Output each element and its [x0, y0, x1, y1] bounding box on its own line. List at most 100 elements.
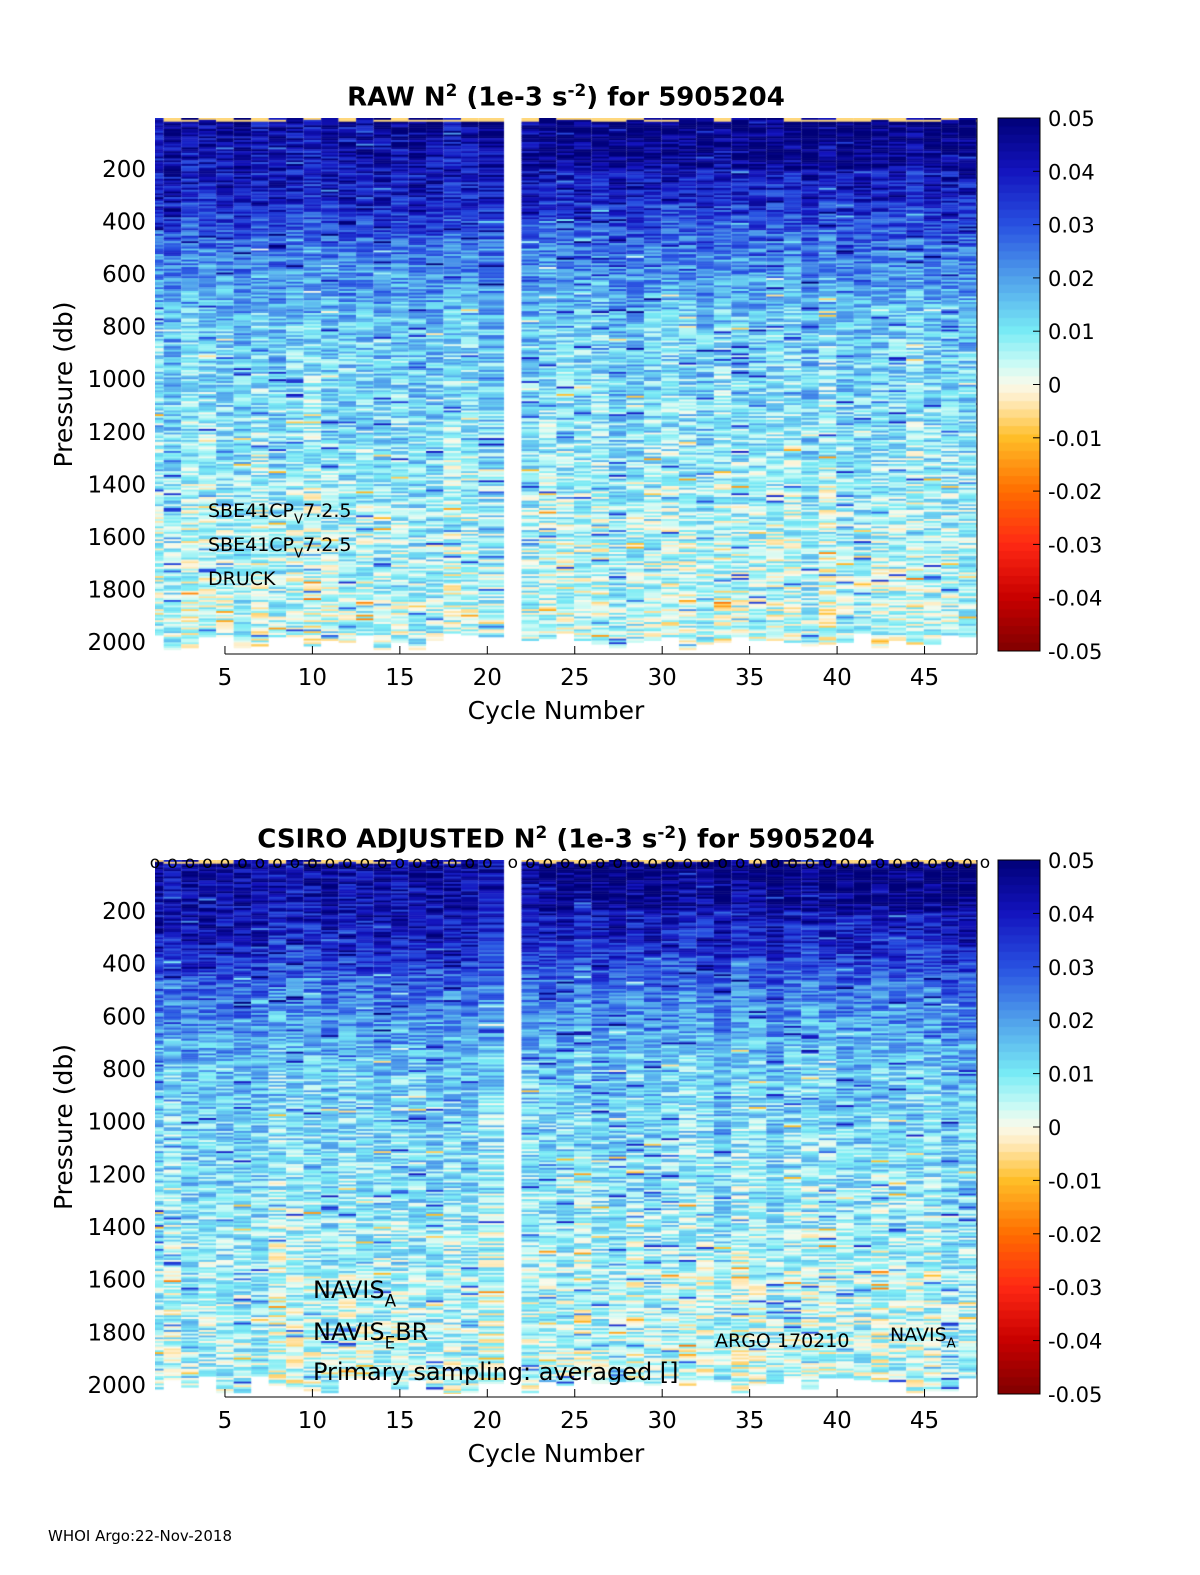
colorbar-tick-label: -0.02	[1048, 480, 1102, 504]
text-end: 7.2.5	[303, 534, 352, 556]
x-tick-label: 15	[385, 1408, 414, 1434]
text-subscript: V	[294, 546, 304, 562]
y-tick-label: 1400	[87, 472, 146, 498]
title-text: RAW N	[347, 82, 446, 113]
colorbar-tick-label: -0.01	[1048, 427, 1102, 451]
text-main: NAVIS	[890, 1324, 947, 1346]
colorbar-tick-label: 0.01	[1048, 1063, 1095, 1087]
colorbar-tick-label: -0.05	[1048, 640, 1102, 664]
x-tick-label: 5	[218, 1408, 233, 1434]
y-tick-label: 1000	[87, 367, 146, 393]
y-tick-label: 1600	[87, 525, 146, 551]
x-tick-label: 40	[822, 665, 851, 691]
title-text: CSIRO ADJUSTED N	[257, 824, 536, 855]
heatmap-1	[155, 118, 977, 651]
x-tick-label: 30	[648, 1408, 677, 1434]
text-subscript: A	[946, 1336, 956, 1352]
x-axis-label: Cycle Number	[468, 1439, 645, 1468]
title-superscript: -2	[657, 822, 677, 842]
colorbar-tick-label: -0.03	[1048, 533, 1102, 557]
heatmap-2	[155, 860, 977, 1394]
text-main: ARGO 170210	[715, 1330, 850, 1352]
colorbar-2	[998, 860, 1040, 1394]
text-subscript: A	[384, 1290, 397, 1311]
title-text: (1e-3 s	[457, 82, 568, 113]
x-tick-label: 40	[822, 1408, 851, 1434]
text-main: NAVIS	[313, 1318, 385, 1346]
title-superscript: 2	[535, 822, 548, 842]
x-tick-label: 20	[473, 665, 502, 691]
annotation: NAVISA	[313, 1276, 396, 1310]
y-tick-label: 1400	[87, 1215, 146, 1241]
y-tick-label: 400	[102, 210, 146, 236]
x-tick-label: 45	[910, 665, 939, 691]
x-tick-label: 10	[298, 1408, 327, 1434]
text-end: 7.2.5	[303, 500, 352, 522]
title-text: ) for 5905204	[586, 82, 785, 113]
x-tick-label: 25	[560, 1408, 589, 1434]
annotation: SBE41CPV7.2.5	[208, 534, 351, 562]
y-tick-label: 200	[102, 899, 146, 925]
colorbar-tick-label: 0.01	[1048, 320, 1095, 344]
annotation: DRUCK	[208, 568, 275, 590]
colorbar-tick-label: 0.02	[1048, 1009, 1095, 1033]
x-tick-label: 30	[648, 665, 677, 691]
annotation: Primary sampling: averaged []	[313, 1358, 679, 1386]
x-tick-label: 45	[910, 1408, 939, 1434]
chart-title-1: RAW N2 (1e-3 s-2) for 5905204	[0, 80, 1132, 113]
chart-title-2: CSIRO ADJUSTED N2 (1e-3 s-2) for 5905204	[0, 822, 1132, 855]
colorbar-1	[998, 118, 1040, 651]
text-main: SBE41CP	[208, 534, 295, 556]
y-tick-label: 1800	[87, 1320, 146, 1346]
text-main: NAVIS	[313, 1276, 385, 1304]
text-subscript: E	[384, 1332, 396, 1353]
colorbar-tick-label: -0.05	[1048, 1383, 1102, 1407]
y-tick-label: 800	[102, 1057, 146, 1083]
text-main: DRUCK	[208, 568, 276, 590]
title-superscript: 2	[445, 80, 458, 100]
y-tick-label: 1600	[87, 1268, 146, 1294]
y-axis-label: Pressure (db)	[49, 1044, 78, 1210]
title-superscript: -2	[567, 80, 587, 100]
footer-text: WHOI Argo:22-Nov-2018	[48, 1527, 232, 1545]
colorbar-tick-label: 0.03	[1048, 214, 1095, 238]
colorbar-tick-label: 0.04	[1048, 160, 1095, 184]
colorbar-tick-label: 0.02	[1048, 267, 1095, 291]
colorbar-tick-label: -0.04	[1048, 587, 1102, 611]
x-tick-label: 35	[735, 1408, 764, 1434]
y-tick-label: 2000	[87, 630, 146, 656]
annotation: SBE41CPV7.2.5	[208, 500, 351, 528]
y-tick-label: 1000	[87, 1110, 146, 1136]
y-tick-label: 1200	[87, 1162, 146, 1188]
colorbar-tick-label: 0	[1048, 374, 1061, 398]
x-tick-label: 35	[735, 665, 764, 691]
x-tick-label: 20	[473, 1408, 502, 1434]
text-subscript: V	[294, 512, 304, 528]
x-tick-label: 10	[298, 665, 327, 691]
y-tick-label: 800	[102, 315, 146, 341]
cycle-marker: o	[980, 853, 990, 873]
colorbar-tick-label: 0	[1048, 1116, 1061, 1140]
y-tick-label: 200	[102, 157, 146, 183]
y-tick-label: 1800	[87, 578, 146, 604]
colorbar-tick-label: -0.04	[1048, 1330, 1102, 1354]
y-tick-label: 600	[102, 262, 146, 288]
y-axis-label: Pressure (db)	[49, 302, 78, 468]
colorbar-tick-label: 0.04	[1048, 902, 1095, 926]
colorbar-tick-label: -0.03	[1048, 1276, 1102, 1300]
text-main: SBE41CP	[208, 500, 295, 522]
right-annotation: ARGO 170210	[715, 1330, 849, 1352]
y-tick-label: 600	[102, 1004, 146, 1030]
right-annotation: NAVISA	[890, 1324, 956, 1352]
colorbar-tick-label: 0.03	[1048, 956, 1095, 980]
y-tick-label: 400	[102, 952, 146, 978]
y-tick-label: 2000	[87, 1373, 146, 1399]
x-tick-label: 5	[218, 665, 233, 691]
colorbar-tick-label: -0.01	[1048, 1169, 1102, 1193]
colorbar-tick-label: -0.02	[1048, 1223, 1102, 1247]
x-tick-label: 25	[560, 665, 589, 691]
y-tick-label: 1200	[87, 420, 146, 446]
x-axis-label: Cycle Number	[468, 696, 645, 725]
title-text: (1e-3 s	[547, 824, 658, 855]
title-text: ) for 5905204	[676, 824, 875, 855]
